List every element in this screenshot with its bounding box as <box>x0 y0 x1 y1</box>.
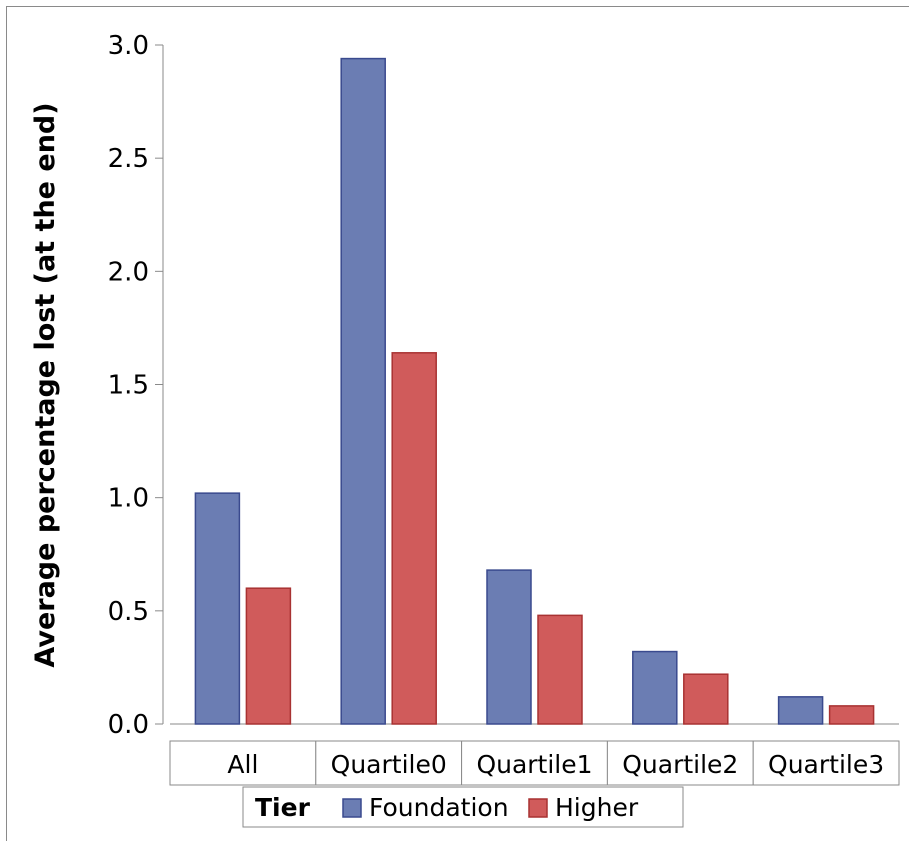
y-tick-label: 1.5 <box>108 371 149 401</box>
category-cell <box>606 740 754 786</box>
category-label: Quartile3 <box>768 750 884 779</box>
bar-higher-quartile3 <box>828 705 875 725</box>
bar-higher-quartile2 <box>683 673 729 725</box>
category-cell <box>315 740 463 786</box>
y-axis-title: Average percentage lost (at the end) <box>30 102 61 667</box>
legend-label-higher: Higher <box>555 793 639 822</box>
bar-foundation-quartile3 <box>777 696 824 725</box>
y-tick-label: 2.5 <box>108 144 149 174</box>
y-tick-label: 3.0 <box>108 31 149 61</box>
y-axis: 0.0 0.5 1.0 1.5 2.0 2.5 3.0 <box>108 31 899 740</box>
x-axis: All Quartile0 Quartile1 Quartile2 Quartile3 <box>169 740 900 786</box>
bar-higher-quartile0 <box>391 352 437 725</box>
legend-swatch-foundation <box>342 798 362 818</box>
bar-higher-all <box>245 587 292 725</box>
bar-foundation-all <box>194 492 241 725</box>
bar-foundation-quartile1 <box>486 569 532 725</box>
bars <box>194 57 875 725</box>
y-tick-label: 0.0 <box>108 710 149 740</box>
bar-higher-quartile1 <box>537 614 583 725</box>
category-label: Quartile2 <box>622 750 738 779</box>
y-tick-label: 2.0 <box>108 257 149 287</box>
legend-box <box>242 786 684 828</box>
chart-frame <box>6 6 909 841</box>
category-label: Quartile0 <box>331 750 447 779</box>
bar-foundation-quartile2 <box>632 650 678 725</box>
legend: Tier Foundation Higher <box>242 786 684 828</box>
bar-foundation-quartile0 <box>340 57 386 725</box>
category-label: All <box>227 750 258 779</box>
y-tick-label: 1.0 <box>108 484 149 514</box>
legend-label-foundation: Foundation <box>369 793 509 822</box>
category-cell <box>169 740 317 786</box>
legend-swatch-higher <box>528 798 548 818</box>
legend-title: Tier <box>255 793 311 822</box>
category-label: Quartile1 <box>476 750 592 779</box>
y-tick-label: 0.5 <box>108 597 149 627</box>
category-cell <box>461 740 608 786</box>
category-cell <box>752 740 900 786</box>
